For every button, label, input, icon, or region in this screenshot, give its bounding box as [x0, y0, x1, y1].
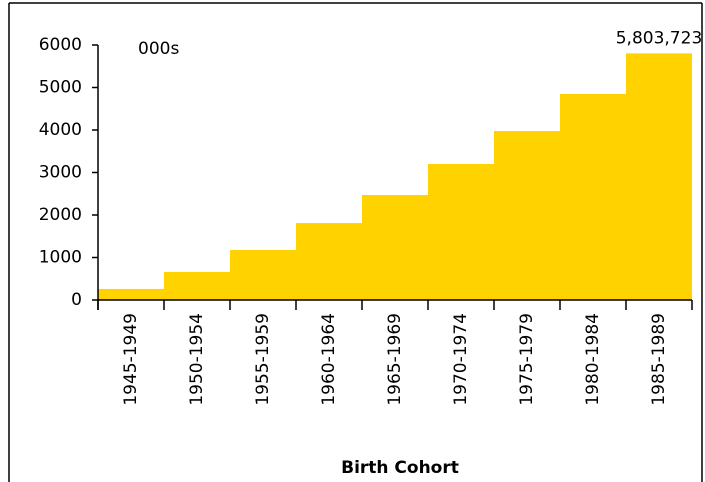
- bar: [362, 195, 428, 300]
- x-tick-label: 1945-1949: [121, 313, 141, 406]
- y-tick-label: 1000: [39, 248, 82, 268]
- bar: [230, 250, 296, 300]
- y-tick-label: 3000: [39, 163, 82, 183]
- bar: [428, 164, 494, 300]
- bar: [98, 288, 164, 300]
- x-tick-label: 1975-1979: [517, 313, 537, 406]
- x-tick-label: 1955-1959: [253, 313, 273, 406]
- x-tick-label: 1965-1969: [385, 313, 405, 406]
- bar: [626, 53, 692, 301]
- x-tick-label: 1960-1964: [319, 313, 339, 406]
- x-tick-label: 1950-1954: [187, 313, 207, 406]
- x-tick-label: 1970-1974: [451, 313, 471, 406]
- y-tick-label: 0: [71, 290, 82, 310]
- bar: [164, 271, 230, 300]
- bar: [560, 94, 626, 300]
- y-tick-label: 6000: [39, 35, 82, 55]
- bar: [296, 223, 362, 300]
- x-tick-label: 1985-1989: [649, 313, 669, 406]
- annotation: 000s: [138, 39, 179, 59]
- y-tick-label: 4000: [39, 120, 82, 140]
- y-tick-label: 2000: [39, 205, 82, 225]
- y-tick-label: 5000: [39, 78, 82, 98]
- value-label: 5,803,723: [616, 28, 703, 48]
- bar: [494, 131, 560, 300]
- x-tick-label: 1980-1984: [583, 313, 603, 406]
- x-axis-title: Birth Cohort: [341, 458, 459, 478]
